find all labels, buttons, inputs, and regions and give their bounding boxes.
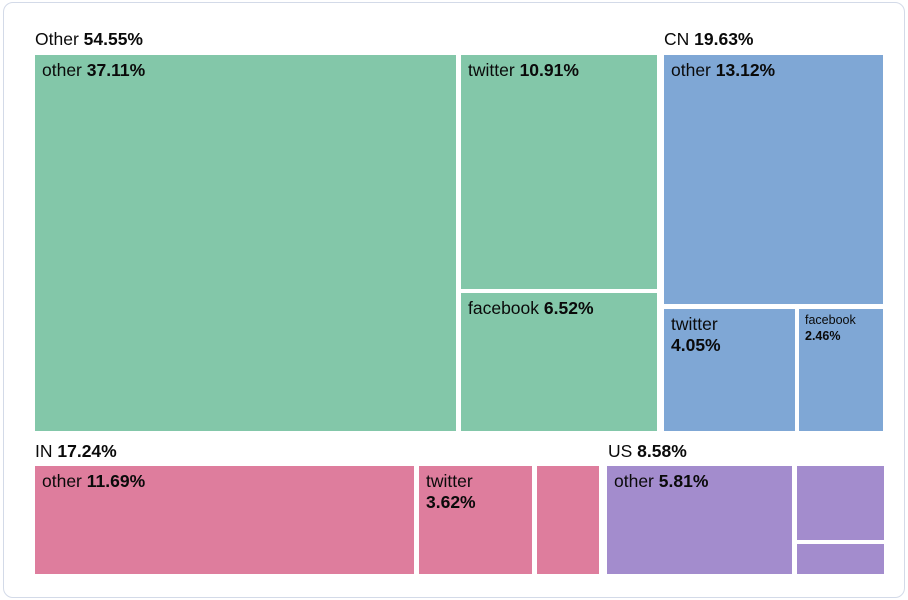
treemap-cell-other-other[interactable]: other 37.11% [35,55,456,431]
treemap-cell-in-unlabeled[interactable] [537,466,599,574]
group-label-other: Other 54.55% [35,29,143,49]
cell-label: other 5.81% [614,471,709,491]
cell-label: twitter 3.62% [426,471,476,512]
treemap: Other 54.55% other 37.11% twitter 10.91% fa… [4,3,904,597]
group-label-in: IN 17.24% [35,441,117,461]
cell-label: other 13.12% [671,60,776,80]
treemap-cell-in-twitter[interactable]: twitter 3.62% [419,466,532,574]
group-label-us: US 8.58% [608,441,687,461]
cell-label: other 37.11% [42,60,146,80]
cell-label: facebook 2.46% [805,313,856,343]
cell-label: other 11.69% [42,471,146,491]
cell-label: facebook 6.52% [468,298,594,318]
treemap-cell-other-facebook[interactable]: facebook 6.52% [461,293,657,431]
treemap-cell-us-unlabeled[interactable] [797,544,884,574]
treemap-cell-cn-other[interactable]: other 13.12% [664,55,883,304]
cell-label: twitter 4.05% [671,314,721,355]
treemap-cell-in-other[interactable]: other 11.69% [35,466,414,574]
treemap-cell-us-unlabeled[interactable] [797,466,884,540]
cell-label: twitter 10.91% [468,60,579,80]
treemap-cell-us-other[interactable]: other 5.81% [607,466,792,574]
group-label-cn: CN 19.63% [664,29,754,49]
chart-card: Other 54.55% other 37.11% twitter 10.91% fa… [3,2,905,598]
treemap-cell-cn-facebook[interactable]: facebook 2.46% [799,309,883,431]
treemap-cell-cn-twitter[interactable]: twitter 4.05% [664,309,795,431]
treemap-cell-other-twitter[interactable]: twitter 10.91% [461,55,657,289]
